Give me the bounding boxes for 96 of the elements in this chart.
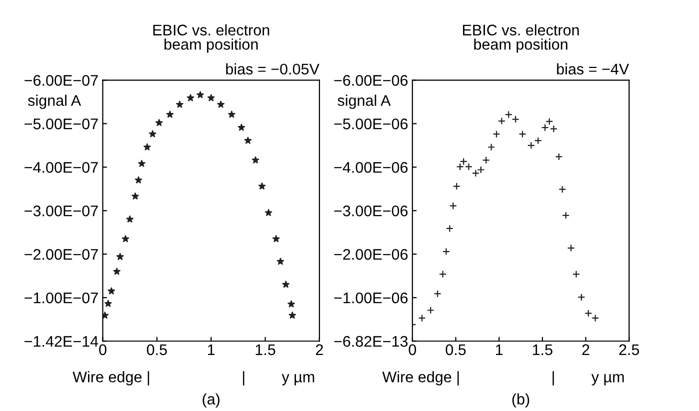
point [534,136,542,144]
point [518,130,526,138]
point [550,125,558,133]
text: | [242,371,244,386]
point [282,280,290,288]
y-axis-title: signal A [338,94,391,109]
y-tick-label: −4.00E−07 [24,162,98,173]
y-tick-label: −6.82E−13 [334,336,408,347]
text: Wire edge | [382,371,459,386]
point [176,100,184,108]
chart-title: EBIC vs. electron beam position [463,24,579,53]
point [434,290,442,298]
point [584,309,592,318]
point [572,270,580,278]
y-tick-label: −6.00E−07 [24,75,98,86]
y-axis-title: signal A [28,94,82,109]
y-tick-label: −3.00E−07 [24,206,98,216]
point [555,152,563,161]
point [138,160,146,167]
point [132,192,139,200]
point [272,235,280,242]
x-axis-title: y µm [282,374,314,386]
x-tick-label: 0.5 [146,344,167,356]
point [438,270,447,278]
text: (a) [202,393,220,408]
point [558,186,566,194]
point [464,162,473,171]
point [446,224,454,232]
chart-subtitle: bias = −4V [557,63,630,75]
point [155,118,163,126]
y-tick-label: −3.00E−06 [334,206,408,216]
y-tick-label: −6.00E−06 [334,75,408,86]
y-tick-label: −2.00E−07 [24,249,98,260]
point [196,91,204,98]
point [207,94,215,102]
point [276,258,284,265]
point [252,156,260,164]
text: (b) [512,393,530,408]
point [426,306,434,314]
y-tick-label: −1.00E−06 [334,292,408,304]
text: Wire edge | [72,371,150,386]
point [166,110,174,118]
x-tick-label: 2 [316,344,323,355]
point [113,268,120,275]
point [186,94,194,102]
point [238,124,246,131]
point [418,314,426,322]
point [527,142,535,150]
x-tick-label: 1 [496,344,503,355]
point [512,115,520,124]
point [288,312,296,319]
point [258,182,266,190]
point [104,300,112,307]
point [244,136,252,144]
point [591,314,600,322]
x-axis-title: y µm [591,374,624,386]
chart-title: EBIC vs. electron beam position [153,24,270,53]
point [449,202,457,210]
y-tick-label: −5.00E−07 [24,118,98,130]
point [228,110,236,118]
x-tick-label: 0.5 [446,344,466,356]
point [452,182,460,190]
x-tick-label: 2.5 [619,344,640,356]
x-tick-label: 1.5 [256,344,276,356]
point [498,117,506,125]
point [504,110,512,118]
x-tick-label: 0 [99,344,106,356]
point [126,216,134,223]
point [487,143,496,151]
chart-subtitle: bias = −0.05V [226,63,320,75]
point [144,143,151,150]
x-tick-label: 2 [582,344,590,355]
point [122,235,130,242]
y-tick-label: −4.00E−06 [334,162,408,173]
y-tick-label: −2.00E−06 [334,249,408,260]
text: | [552,371,554,386]
point [102,312,109,319]
point [562,212,570,220]
point [578,293,586,302]
point [288,300,295,308]
x-tick-label: 1.5 [532,344,552,356]
point [264,209,272,216]
y-tick-label: −1.42E−14 [24,336,98,347]
point [482,156,490,164]
x-tick-label: 1 [208,344,215,355]
point [567,244,575,252]
y-tick-label: −5.00E−06 [334,118,408,130]
point [108,287,116,294]
point [134,176,142,184]
point [492,130,500,138]
point [116,252,124,260]
point [217,100,224,108]
x-tick-label: 0 [408,344,416,356]
point [442,248,450,256]
point [148,130,156,138]
y-tick-label: −1.00E−07 [24,292,98,304]
